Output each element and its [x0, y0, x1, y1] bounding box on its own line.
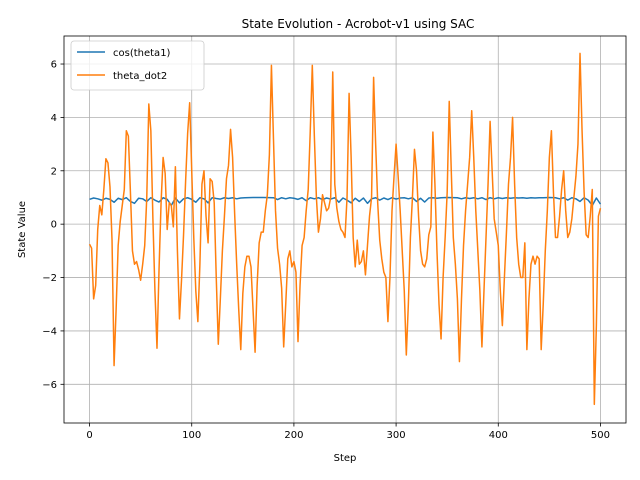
x-tick-label: 100	[182, 430, 201, 441]
legend-box	[70, 40, 205, 91]
y-tick-label: 6	[51, 60, 57, 71]
y-tick-label: −4	[42, 326, 57, 337]
legend-label-theta-dot2: theta_dot2	[113, 71, 167, 82]
legend-label-cos-theta1: cos(theta1)	[113, 48, 171, 59]
y-tick-label: −6	[42, 380, 57, 391]
y-tick-label: 4	[51, 113, 57, 124]
chart-title: State Evolution - Acrobot-v1 using SAC	[242, 17, 475, 31]
series-line-theta-dot2	[88, 52, 602, 406]
y-axis-title: State Value	[17, 201, 28, 258]
axes-frame	[63, 35, 627, 424]
x-tick-label: 400	[489, 430, 508, 441]
x-tick-label: 200	[284, 430, 303, 441]
x-tick-label: 0	[86, 430, 92, 441]
axis-ticks: 0 100 200 300 400 500 −6 −4 −2 0 2 4 6	[42, 60, 610, 441]
x-tick-label: 500	[591, 430, 610, 441]
y-tick-label: 0	[51, 220, 57, 231]
x-tick-label: 300	[387, 430, 406, 441]
plot-area	[88, 52, 602, 406]
y-tick-label: 2	[51, 166, 57, 177]
legend: cos(theta1) theta_dot2	[70, 40, 205, 91]
y-tick-label: −2	[42, 273, 57, 284]
x-axis-title: Step	[334, 453, 357, 464]
